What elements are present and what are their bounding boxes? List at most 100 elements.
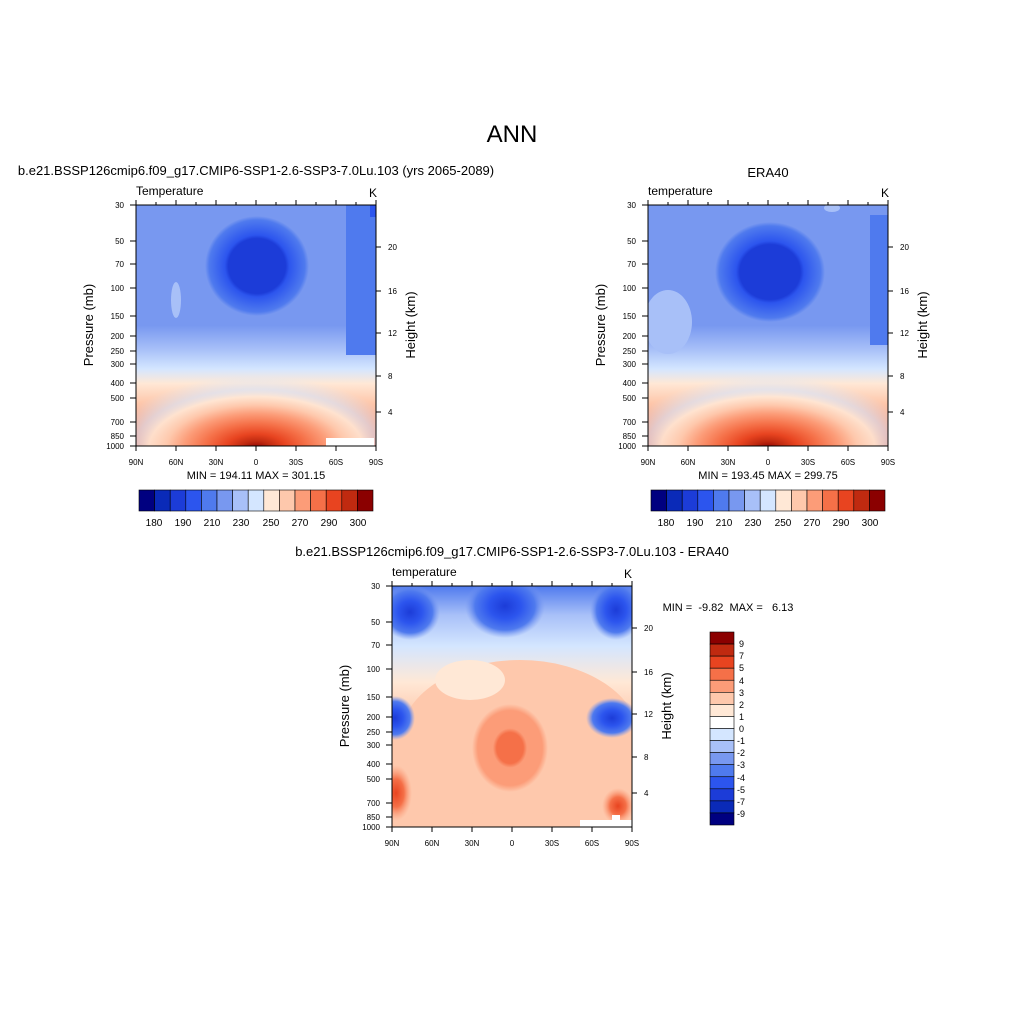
colorbar-swatch — [837, 489, 855, 512]
colorbar-swatch — [709, 631, 735, 645]
cbar-label-neg5: -5 — [737, 785, 745, 795]
panel-model: b.e21.BSSP126cmip6.f09_g17.CMIP6-SSP1-2.… — [18, 163, 494, 529]
x-tick-60s: 60S — [841, 458, 855, 467]
colorbar-swatch — [325, 489, 343, 512]
colorbar-swatch — [681, 489, 699, 512]
panel-difference-y2-ticks: 20 16 12 8 4 — [644, 624, 653, 798]
x-tick-0: 0 — [766, 458, 771, 467]
x-tick-90s: 90S — [369, 458, 383, 467]
cbar-label-neg1: -1 — [737, 736, 745, 746]
y-tick-700: 700 — [367, 799, 381, 808]
colorbar-swatch — [806, 489, 823, 512]
colorbar-swatch — [759, 489, 777, 512]
colorbar-swatch — [650, 489, 667, 512]
y-tick-50: 50 — [627, 237, 636, 246]
cbar-label-300: 300 — [350, 518, 367, 529]
colorbar-swatch — [709, 752, 735, 765]
y2-tick-4: 4 — [900, 408, 905, 417]
cbar-label-290: 290 — [321, 518, 338, 529]
x-tick-30s: 30S — [545, 839, 559, 848]
cbar-label-180: 180 — [146, 518, 163, 529]
y-tick-150: 150 — [367, 693, 381, 702]
cbar-label-180: 180 — [658, 518, 675, 529]
y-tick-250: 250 — [367, 728, 381, 737]
panel-obs-colorbar-labels: 180 190 210 230 250 270 290 300 — [658, 518, 879, 529]
cbar-label-190: 190 — [687, 518, 704, 529]
colorbar-swatch — [232, 489, 249, 512]
panel-obs-left-label: temperature — [648, 184, 713, 198]
y2-tick-12: 12 — [388, 329, 397, 338]
x-tick-60s: 60S — [585, 839, 599, 848]
panel-difference-field — [392, 586, 632, 827]
y-tick-1000: 1000 — [362, 823, 380, 832]
colorbar-swatch — [728, 489, 745, 512]
y-tick-200: 200 — [111, 332, 125, 341]
y-tick-150: 150 — [111, 312, 125, 321]
cbar-label-1: 1 — [739, 712, 744, 722]
colorbar-swatch — [154, 489, 171, 512]
y-tick-500: 500 — [367, 775, 381, 784]
colorbar-swatch — [263, 489, 280, 512]
colorbar-swatch — [247, 489, 265, 512]
colorbar-swatch — [341, 489, 358, 512]
panel-model-y2-ticks: 20 16 12 8 4 — [388, 243, 397, 417]
x-tick-90n: 90N — [129, 458, 144, 467]
panel-difference-left-label: temperature — [392, 565, 457, 579]
cbar-label-0: 0 — [739, 724, 744, 734]
y-tick-250: 250 — [623, 347, 637, 356]
y-tick-400: 400 — [623, 379, 637, 388]
x-tick-90s: 90S — [881, 458, 895, 467]
cbar-label-270: 270 — [804, 518, 821, 529]
y2-tick-12: 12 — [900, 329, 909, 338]
panel-obs-y2-ticks: 20 16 12 8 4 — [900, 243, 909, 417]
x-tick-60n: 60N — [681, 458, 696, 467]
panel-model-colorbar — [138, 489, 374, 512]
x-tick-90n: 90N — [641, 458, 656, 467]
cbar-label-190: 190 — [175, 518, 192, 529]
y-tick-100: 100 — [111, 284, 125, 293]
cbar-label-neg7: -7 — [737, 797, 745, 807]
colorbar-swatch — [775, 489, 792, 512]
y-tick-500: 500 — [623, 394, 637, 403]
panel-obs-title: ERA40 — [747, 165, 788, 180]
colorbar-swatch — [791, 489, 808, 512]
y-tick-850: 850 — [367, 813, 381, 822]
x-tick-60n: 60N — [169, 458, 184, 467]
panel-obs-ylabel: Pressure (mb) — [593, 284, 608, 366]
panel-difference-stats: MIN = -9.82 MAX = 6.13 — [663, 602, 794, 614]
y-tick-850: 850 — [623, 432, 637, 441]
colorbar-swatch — [169, 489, 187, 512]
y-tick-1000: 1000 — [618, 442, 636, 451]
cbar-label-270: 270 — [292, 518, 309, 529]
colorbar-swatch — [357, 489, 374, 512]
y2-tick-12: 12 — [644, 710, 653, 719]
panel-difference-units: K — [624, 567, 632, 581]
panel-model-field — [136, 205, 376, 446]
y-tick-200: 200 — [623, 332, 637, 341]
page-title: ANN — [487, 121, 538, 148]
panel-difference-colorbar — [709, 631, 735, 826]
colorbar-swatch — [709, 667, 735, 681]
cbar-label-5: 5 — [739, 663, 744, 673]
cbar-label-250: 250 — [775, 518, 792, 529]
colorbar-swatch — [709, 740, 735, 753]
y-tick-100: 100 — [623, 284, 637, 293]
x-tick-0: 0 — [510, 839, 515, 848]
y2-tick-16: 16 — [644, 668, 653, 677]
cbar-label-neg9: -9 — [737, 809, 745, 819]
panel-model-ylabel-right: Height (km) — [403, 291, 418, 358]
colorbar-swatch — [279, 489, 296, 512]
panel-difference-title: b.e21.BSSP126cmip6.f09_g17.CMIP6-SSP1-2.… — [295, 544, 729, 559]
y-tick-30: 30 — [371, 582, 380, 591]
y2-tick-4: 4 — [388, 408, 393, 417]
panel-obs-colorbar — [650, 489, 886, 512]
y-tick-500: 500 — [111, 394, 125, 403]
colorbar-swatch — [201, 489, 218, 512]
colorbar-swatch — [709, 764, 735, 778]
panel-difference-ylabel-right: Height (km) — [659, 672, 674, 739]
panel-model-colorbar-labels: 180 190 210 230 250 270 290 300 — [146, 518, 367, 529]
colorbar-swatch — [744, 489, 761, 512]
y-tick-70: 70 — [115, 260, 124, 269]
cbar-label-230: 230 — [233, 518, 250, 529]
colorbar-swatch — [185, 489, 202, 512]
